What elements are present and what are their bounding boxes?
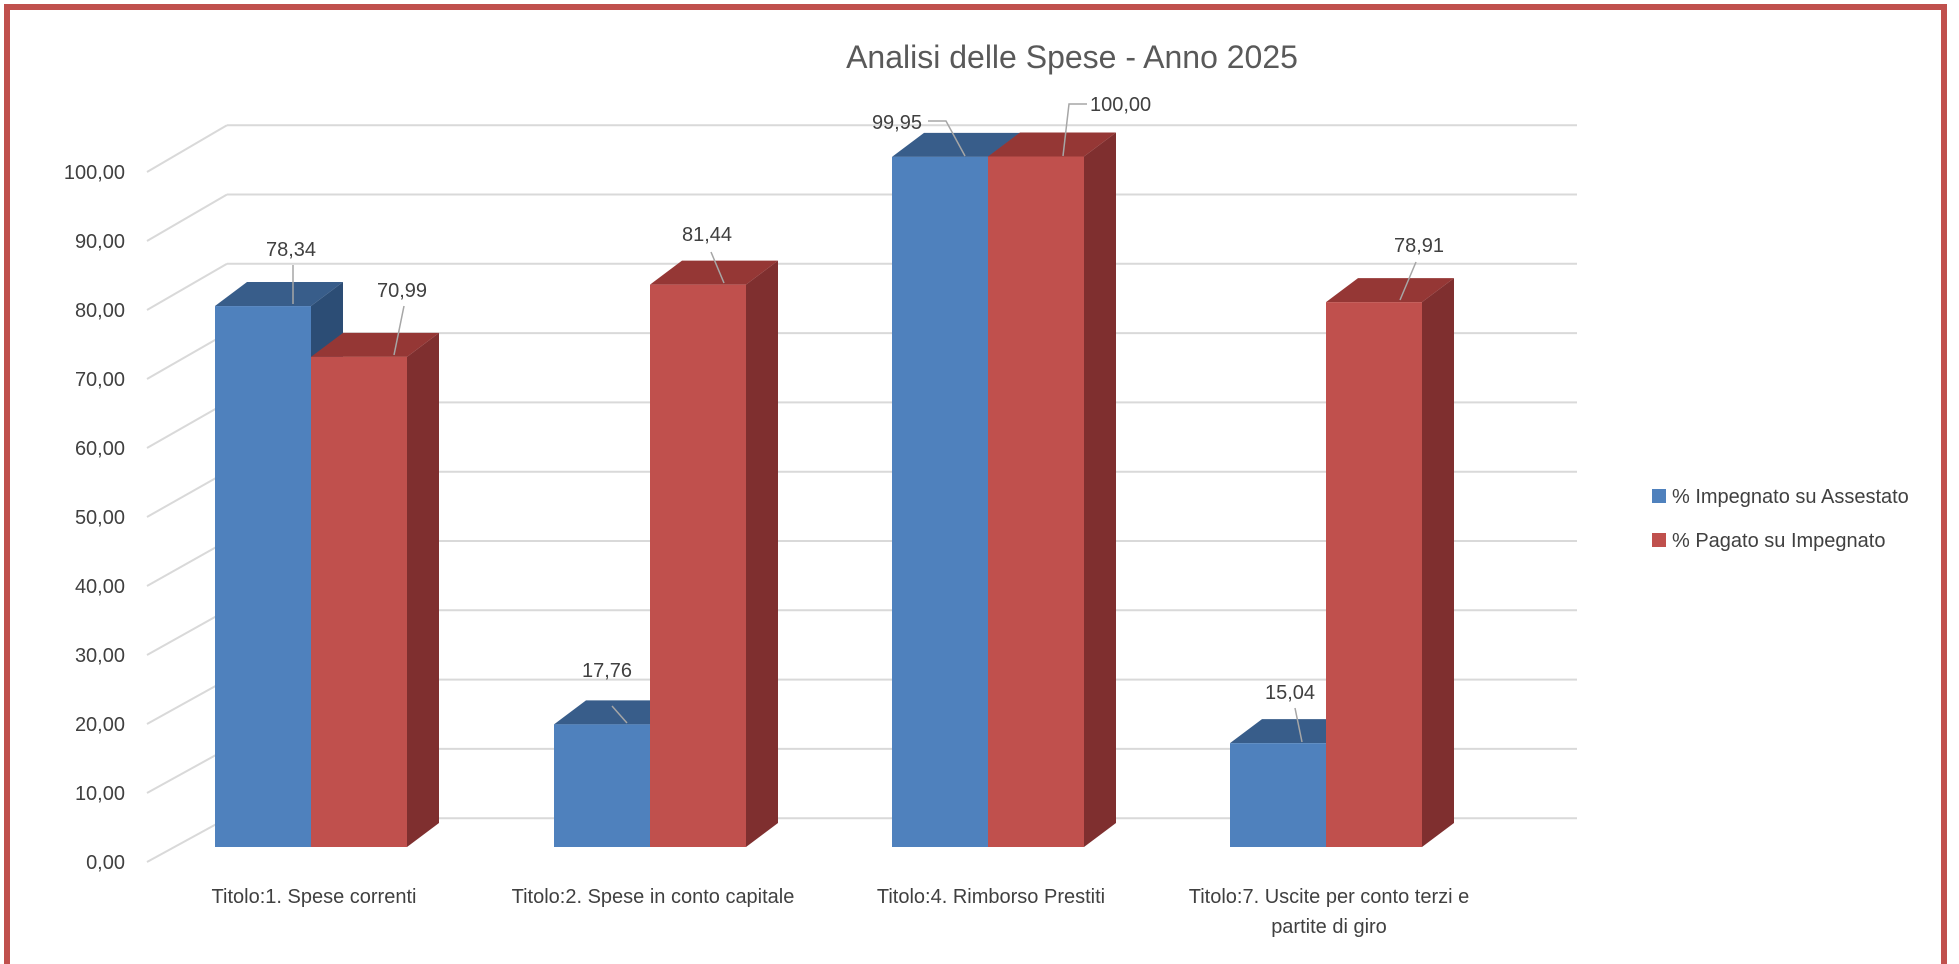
y-tick-label: 80,00 xyxy=(75,300,125,322)
chart-title: Analisi delle Spese - Anno 2025 xyxy=(846,39,1298,75)
gridline-diagonal xyxy=(146,332,228,380)
bar-top xyxy=(892,132,1020,157)
category-label: Titolo:1. Spese correnti xyxy=(212,886,417,908)
gridline-diagonal xyxy=(146,124,228,173)
y-tick-label: 70,00 xyxy=(75,369,125,391)
y-tick-label: 30,00 xyxy=(75,645,125,667)
gridline-diagonal xyxy=(146,540,228,587)
legend-label: % Impegnato su Assestato xyxy=(1672,486,1909,508)
data-label: 78,91 xyxy=(1394,235,1444,257)
bar-impegnato xyxy=(215,306,311,848)
data-label-leader xyxy=(1062,103,1087,157)
bar-side xyxy=(746,260,778,847)
bar-pagato xyxy=(988,156,1084,847)
gridline-diagonal xyxy=(146,193,228,242)
bar-side xyxy=(1084,132,1116,847)
y-tick-label: 20,00 xyxy=(75,714,125,736)
bar-impegnato xyxy=(554,724,650,847)
data-label: 99,95 xyxy=(872,112,922,134)
bar-top xyxy=(988,132,1116,157)
data-label-leader xyxy=(611,705,628,724)
bar-impegnato xyxy=(1230,743,1326,847)
data-label: 81,44 xyxy=(682,224,732,246)
gridline-diagonal xyxy=(146,401,228,449)
gridline-diagonal xyxy=(146,470,228,518)
legend-label: % Pagato su Impegnato xyxy=(1672,530,1885,552)
gridline-diagonal xyxy=(146,262,228,311)
legend-swatch xyxy=(1652,489,1666,503)
gridline-diagonal xyxy=(146,817,228,863)
bar-side xyxy=(1422,278,1454,847)
bar-impegnato xyxy=(892,156,988,848)
data-label: 78,34 xyxy=(266,239,316,261)
legend-swatch xyxy=(1652,533,1666,547)
y-tick-label: 60,00 xyxy=(75,438,125,460)
data-label-leader xyxy=(928,120,966,157)
data-label-leader xyxy=(393,305,405,356)
y-tick-label: 40,00 xyxy=(75,576,125,598)
y-tick-label: 10,00 xyxy=(75,783,125,805)
gridline-diagonal xyxy=(146,609,228,656)
data-label: 70,99 xyxy=(377,280,427,302)
bar-pagato xyxy=(1326,302,1422,847)
gridline-diagonal xyxy=(146,748,228,794)
bar-pagato xyxy=(650,284,746,847)
bar-top xyxy=(311,332,439,357)
category-label: partite di giro xyxy=(1271,916,1387,938)
data-label: 15,04 xyxy=(1265,682,1315,704)
bar-top xyxy=(650,260,778,285)
data-label-leader xyxy=(1399,261,1417,301)
data-label: 100,00 xyxy=(1090,94,1151,116)
data-label: 17,76 xyxy=(582,660,632,682)
y-tick-label: 50,00 xyxy=(75,507,125,529)
data-label-leader xyxy=(710,251,725,284)
bar-top xyxy=(215,282,343,307)
y-tick-label: 90,00 xyxy=(75,231,125,253)
bar-top xyxy=(1326,278,1454,303)
y-tick-label: 100,00 xyxy=(64,162,125,184)
data-label-leader xyxy=(1294,707,1303,743)
bar-pagato xyxy=(311,356,407,847)
category-label: Titolo:7. Uscite per conto terzi e xyxy=(1189,886,1470,908)
bar-side xyxy=(407,332,439,847)
category-label: Titolo:4. Rimborso Prestiti xyxy=(877,886,1105,908)
gridline-diagonal xyxy=(146,678,228,725)
y-tick-label: 0,00 xyxy=(86,852,125,874)
category-label: Titolo:2. Spese in conto capitale xyxy=(512,886,795,908)
